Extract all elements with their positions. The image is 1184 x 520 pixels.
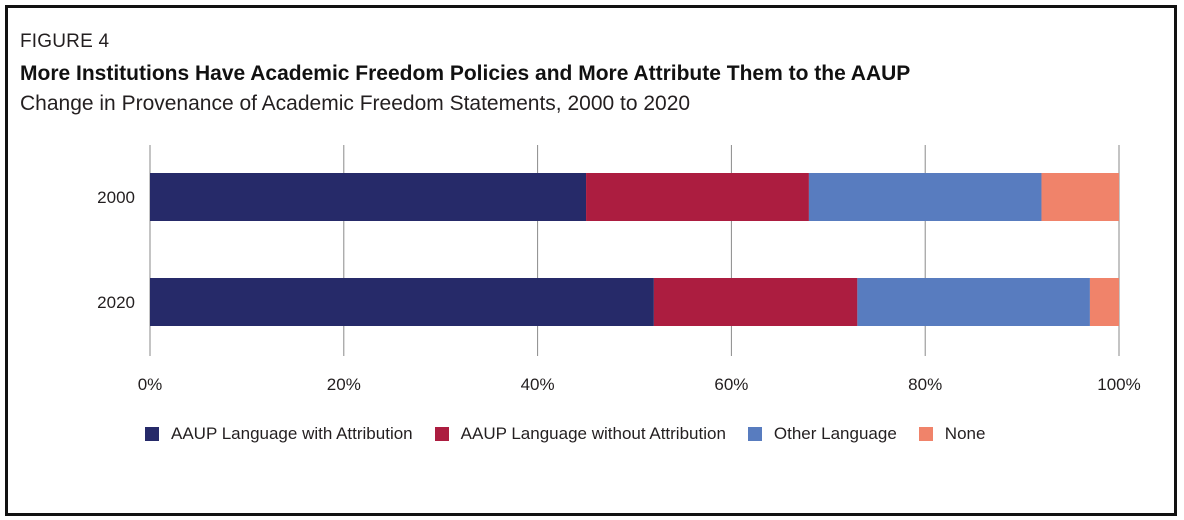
bars (150, 173, 1119, 326)
legend-item-3: None (918, 424, 986, 444)
legend-swatch-0 (145, 427, 159, 441)
x-tick-label-1: 20% (327, 375, 361, 394)
chart-title: More Institutions Have Academic Freedom … (20, 62, 911, 85)
bar-2000-series-0 (150, 173, 587, 221)
legend-item-0: AAUP Language with Attribution (145, 424, 413, 444)
chart-subtitle: Change in Provenance of Academic Freedom… (20, 92, 691, 115)
x-tick-label-2: 40% (521, 375, 555, 394)
legend-label-2: Other Language (773, 424, 897, 443)
bar-2020-series-1 (653, 278, 858, 326)
legend-label-3: None (944, 424, 986, 443)
bar-2000-series-3 (1041, 173, 1119, 221)
legend-label-1: AAUP Language without Attribution (460, 424, 726, 443)
legend-swatch-3 (918, 427, 933, 441)
y-tick-label-2020: 2020 (97, 293, 135, 312)
legend-item-2: Other Language (747, 424, 897, 444)
chart-legend: AAUP Language with Attribution AAUP Langu… (145, 424, 1007, 444)
x-tick-label-3: 60% (714, 375, 748, 394)
x-axis-labels: 0% 20% 40% 60% 80% 100% (138, 375, 1141, 394)
y-tick-label-2000: 2000 (97, 188, 135, 207)
figure-label: FIGURE 4 (20, 31, 110, 52)
legend-item-1: AAUP Language without Attribution (434, 424, 726, 444)
legend-swatch-2 (747, 427, 762, 441)
x-tick-label-0: 0% (138, 375, 163, 394)
bar-2020-series-0 (150, 278, 654, 326)
bar-2000-series-1 (586, 173, 809, 221)
figure-frame (5, 5, 1177, 516)
bar-2020-series-3 (1089, 278, 1119, 326)
x-tick-label-4: 80% (908, 375, 942, 394)
bar-2020-series-2 (857, 278, 1090, 326)
y-axis-labels: 2000 2020 (97, 188, 135, 312)
legend-swatch-1 (434, 427, 449, 441)
legend-label-0: AAUP Language with Attribution (171, 424, 413, 443)
x-tick-label-5: 100% (1097, 375, 1140, 394)
bar-2000-series-2 (808, 173, 1042, 221)
